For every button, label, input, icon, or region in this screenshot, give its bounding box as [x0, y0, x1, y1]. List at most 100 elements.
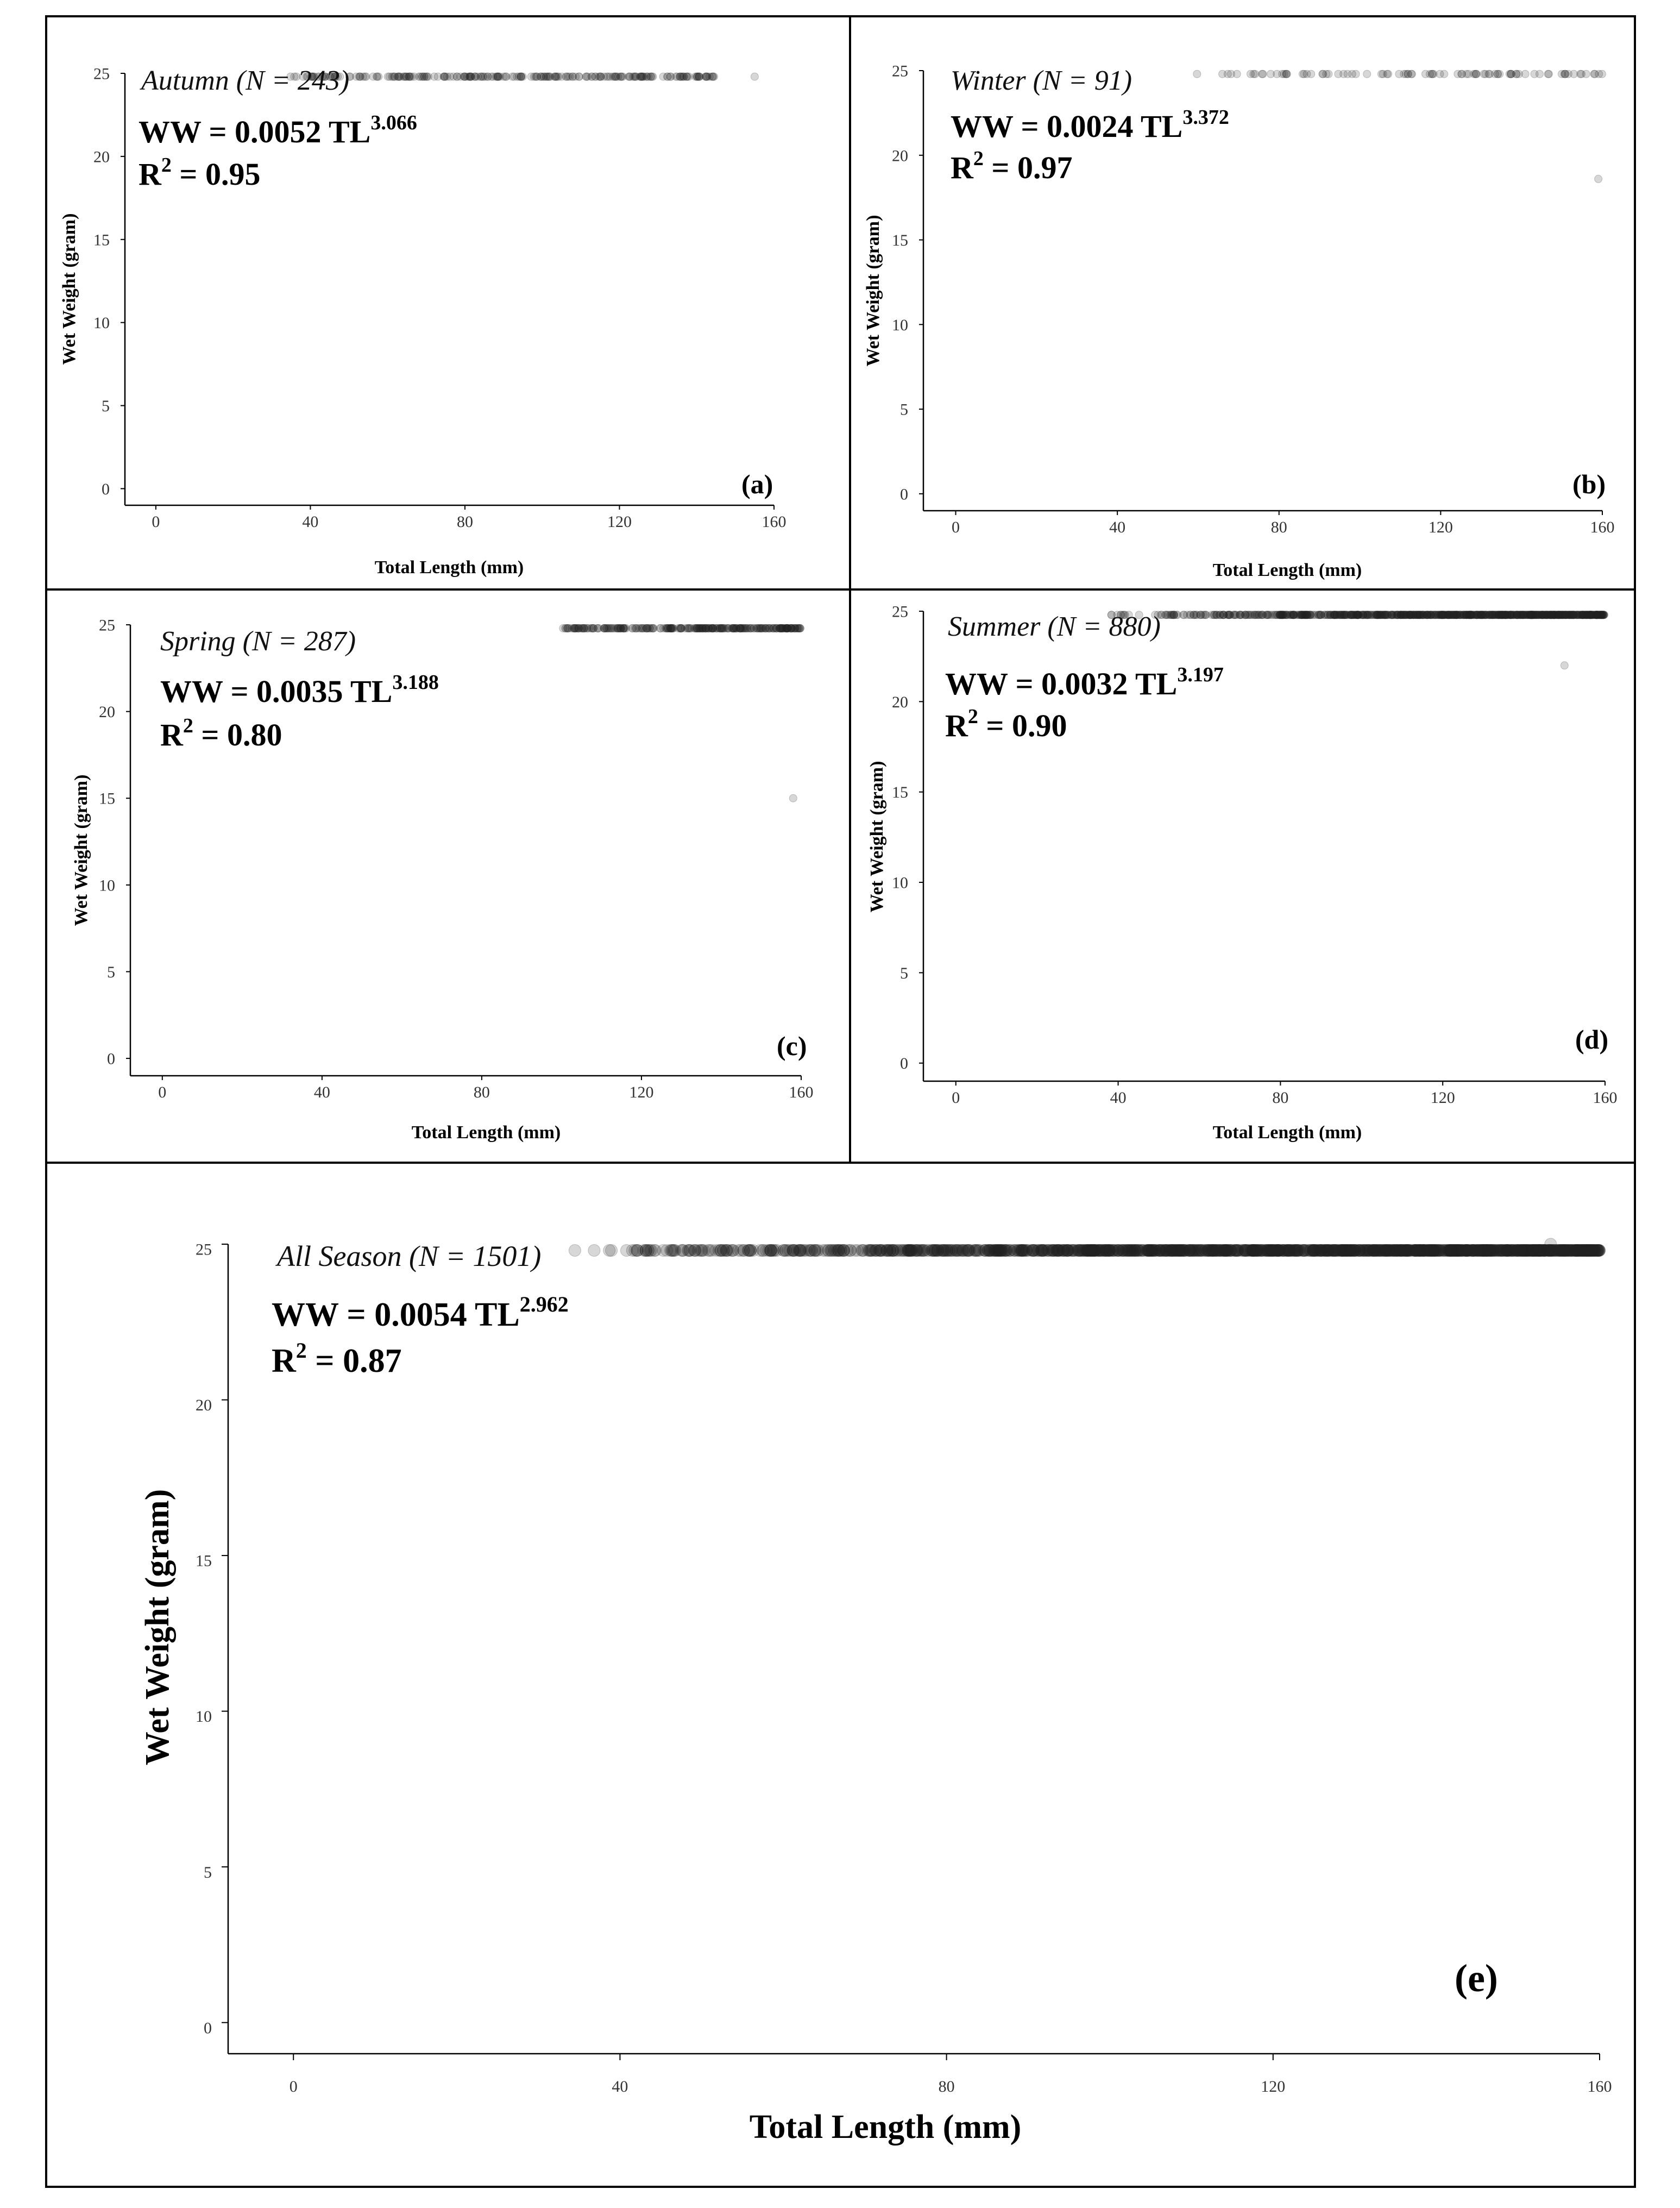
- data-point: [1373, 611, 1381, 619]
- data-point: [446, 72, 454, 81]
- data-point: [1267, 70, 1275, 78]
- data-point: [1560, 661, 1569, 670]
- data-point: [1553, 611, 1562, 619]
- data-point: [1591, 611, 1600, 619]
- data-point: [1413, 611, 1422, 619]
- data-point: [787, 624, 796, 632]
- data-point: [754, 624, 763, 632]
- data-point: [1298, 611, 1306, 619]
- data-point: [303, 72, 311, 81]
- data-point: [696, 624, 704, 632]
- data-point: [1120, 611, 1129, 619]
- data-point: [1209, 611, 1218, 619]
- data-point: [786, 1244, 800, 1257]
- data-point: [1282, 70, 1291, 78]
- data-point: [1537, 611, 1546, 619]
- data-point: [460, 72, 468, 81]
- data-point: [756, 624, 764, 632]
- data-point: [1346, 611, 1355, 619]
- data-point: [487, 72, 496, 81]
- data-point: [1300, 611, 1309, 619]
- data-point: [1415, 611, 1424, 619]
- data-point: [1475, 611, 1484, 619]
- data-point: [666, 624, 675, 632]
- data-point: [1543, 611, 1551, 619]
- data-point: [1437, 611, 1446, 619]
- data-point: [1494, 611, 1502, 619]
- data-point: [708, 72, 716, 81]
- x-tick-label: 160: [789, 1083, 814, 1101]
- data-point: [743, 624, 752, 632]
- data-point: [620, 1244, 633, 1257]
- data-point: [1595, 70, 1603, 78]
- data-point: [1410, 611, 1418, 619]
- data-point: [1286, 611, 1295, 619]
- data-point: [1477, 611, 1486, 619]
- data-point: [1409, 611, 1417, 619]
- x-tick-label: 80: [939, 2078, 955, 2096]
- data-point: [329, 72, 337, 81]
- data-point: [1430, 611, 1438, 619]
- x-tick-label: 40: [1109, 518, 1125, 536]
- data-point: [582, 72, 590, 81]
- data-point: [619, 624, 627, 632]
- data-point: [1196, 611, 1205, 619]
- data-point: [1346, 611, 1355, 619]
- y-tick-label: 15: [892, 783, 908, 801]
- data-point: [562, 72, 571, 81]
- data-point: [1244, 611, 1253, 619]
- data-point: [638, 624, 647, 632]
- data-point: [709, 624, 718, 632]
- data-point: [1341, 611, 1349, 619]
- panel-e-label: (e): [1455, 1956, 1498, 2000]
- data-point: [441, 72, 450, 81]
- data-point: [1368, 1244, 1381, 1257]
- data-point: [620, 624, 628, 632]
- data-point: [761, 624, 770, 632]
- y-tick-label: 10: [99, 876, 115, 894]
- data-point: [313, 72, 322, 81]
- data-point: [683, 624, 691, 632]
- data-point: [570, 624, 579, 632]
- data-point: [776, 624, 784, 632]
- data-point: [1229, 611, 1238, 619]
- data-point: [1531, 611, 1540, 619]
- data-point: [1578, 611, 1587, 619]
- data-point: [1207, 611, 1216, 619]
- x-tick-label: 40: [1110, 1089, 1127, 1107]
- data-point: [1584, 611, 1593, 619]
- data-point: [664, 72, 672, 81]
- data-point: [1527, 611, 1536, 619]
- data-point: [1522, 611, 1531, 619]
- data-point: [1225, 611, 1234, 619]
- data-point: [1526, 611, 1535, 619]
- data-point: [582, 72, 590, 81]
- data-point: [1320, 611, 1329, 619]
- data-point: [1412, 611, 1420, 619]
- data-point: [685, 624, 694, 632]
- data-point: [1551, 611, 1560, 619]
- data-point: [775, 624, 784, 632]
- data-point: [1538, 611, 1547, 619]
- data-point: [1409, 611, 1418, 619]
- data-point: [479, 72, 488, 81]
- data-point: [1395, 70, 1404, 78]
- data-point: [562, 72, 570, 81]
- data-point: [439, 72, 448, 81]
- data-point: [1596, 611, 1605, 619]
- panel-b-r2-label: R: [951, 150, 974, 185]
- data-point: [677, 624, 685, 632]
- data-point: [1594, 611, 1602, 619]
- data-point: [1407, 611, 1415, 619]
- data-point: [1506, 611, 1515, 619]
- data-point: [1393, 611, 1401, 619]
- data-point: [793, 624, 802, 632]
- panel-e-equation-exponent: 2.962: [520, 1292, 569, 1316]
- x-tick-label: 160: [1593, 1089, 1618, 1107]
- y-tick-label: 0: [107, 1050, 115, 1068]
- data-point: [666, 624, 675, 632]
- data-point: [1438, 611, 1446, 619]
- data-point: [1484, 611, 1493, 619]
- data-point: [1326, 611, 1335, 619]
